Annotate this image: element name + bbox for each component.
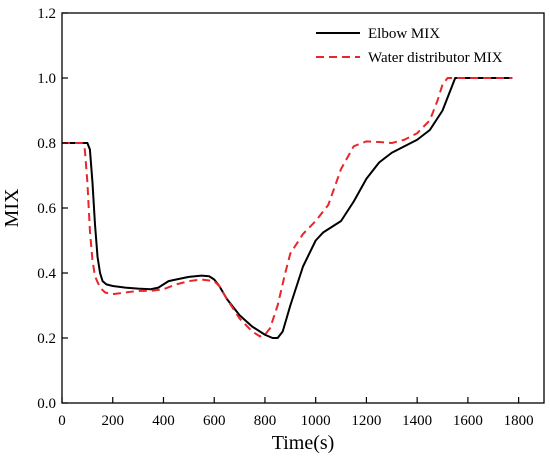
y-tick-label: 0.2 [37,331,56,347]
legend: Elbow MIX Water distributor MIX [316,26,503,66]
x-tick-label: 1000 [301,413,331,429]
x-tick-label: 1600 [453,413,483,429]
legend-label-elbow: Elbow MIX [368,26,440,42]
y-tick-label: 0.4 [37,266,56,282]
y-tick-label: 0.0 [37,396,56,412]
series-line-water-distributor [62,77,513,338]
series-line-elbow [62,77,513,339]
x-tick-label: 1400 [402,413,432,429]
legend-label-water-distributor: Water distributor MIX [368,50,503,66]
x-tick-label: 1800 [504,413,534,429]
x-tick-label: 200 [101,413,124,429]
axis-ticks: 0 200 400 600 800 1000 1200 1400 1600 1800 0.0 0.2 0… [37,6,533,429]
x-tick-label: 1200 [351,413,381,429]
y-tick-label: 0.8 [37,136,56,152]
y-tick-label: 0.6 [37,201,56,217]
y-tick-label: 1.0 [37,71,56,87]
x-tick-label: 400 [152,413,175,429]
y-tick-label: 1.2 [37,6,56,22]
x-tick-label: 600 [203,413,226,429]
x-tick-label: 0 [58,413,66,429]
x-tick-label: 800 [254,413,277,429]
plot-content [62,77,513,339]
y-axis-title: MIX [1,188,23,227]
x-axis-title: Time(s) [272,432,335,454]
